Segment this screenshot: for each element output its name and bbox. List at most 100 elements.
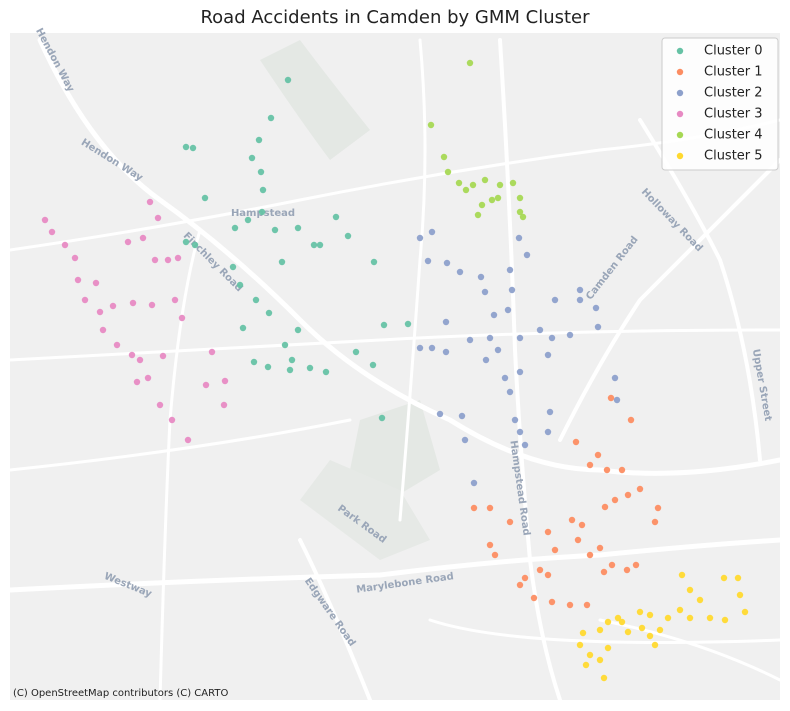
point xyxy=(486,504,494,512)
point xyxy=(182,238,190,246)
point xyxy=(239,324,247,332)
point xyxy=(627,416,635,424)
point xyxy=(286,366,294,374)
point xyxy=(516,581,524,589)
point xyxy=(466,336,474,344)
point xyxy=(424,257,432,265)
point xyxy=(477,273,485,281)
point xyxy=(352,348,360,356)
point xyxy=(322,368,330,376)
point xyxy=(440,153,448,161)
legend-label: Cluster 3 xyxy=(704,107,763,122)
point xyxy=(576,641,584,649)
point xyxy=(164,256,172,264)
point xyxy=(596,626,604,634)
point xyxy=(470,504,478,512)
point xyxy=(248,154,256,162)
point xyxy=(96,308,104,316)
point xyxy=(168,416,176,424)
point xyxy=(516,368,524,376)
point xyxy=(267,114,275,122)
point xyxy=(506,518,514,526)
point xyxy=(184,436,192,444)
point xyxy=(306,364,314,372)
point xyxy=(316,241,324,249)
basemap xyxy=(10,33,780,700)
point xyxy=(516,428,524,436)
legend-marker xyxy=(676,110,684,118)
legend-label: Cluster 4 xyxy=(704,128,763,143)
point xyxy=(156,401,164,409)
point xyxy=(469,181,477,189)
point xyxy=(310,241,318,249)
point xyxy=(284,76,292,84)
point xyxy=(294,224,302,232)
point xyxy=(686,586,694,594)
point xyxy=(596,656,604,664)
point xyxy=(174,254,182,262)
point xyxy=(594,451,602,459)
point xyxy=(546,408,554,416)
point xyxy=(490,311,498,319)
point xyxy=(220,401,228,409)
point xyxy=(544,428,552,436)
point xyxy=(579,629,587,637)
point xyxy=(614,614,622,622)
point xyxy=(148,301,156,309)
point xyxy=(623,566,631,574)
point xyxy=(191,241,199,249)
point xyxy=(92,279,100,287)
point xyxy=(516,208,524,216)
point xyxy=(332,213,340,221)
point xyxy=(664,614,672,622)
point xyxy=(611,496,619,504)
point xyxy=(607,394,615,402)
point xyxy=(576,286,584,294)
point xyxy=(416,234,424,242)
point xyxy=(128,351,136,359)
point xyxy=(501,374,509,382)
point xyxy=(509,179,517,187)
point xyxy=(113,341,121,349)
point xyxy=(511,416,519,424)
point xyxy=(586,651,594,659)
point xyxy=(624,491,632,499)
point xyxy=(442,318,450,326)
point xyxy=(369,361,377,369)
point xyxy=(536,326,544,334)
point xyxy=(486,334,494,342)
point xyxy=(600,568,608,576)
point xyxy=(568,516,576,524)
point xyxy=(124,238,132,246)
point xyxy=(604,644,612,652)
point xyxy=(521,574,529,582)
point xyxy=(416,344,424,352)
point xyxy=(182,143,190,151)
point xyxy=(41,216,49,224)
point xyxy=(99,326,107,334)
point xyxy=(734,574,742,582)
point xyxy=(544,528,552,536)
point xyxy=(281,341,289,349)
legend-label: Cluster 5 xyxy=(704,149,763,164)
point xyxy=(486,541,494,549)
point xyxy=(264,363,272,371)
point xyxy=(151,256,159,264)
point xyxy=(508,286,516,294)
point xyxy=(294,326,302,334)
point xyxy=(231,224,239,232)
point xyxy=(436,410,444,418)
point xyxy=(470,479,478,487)
legend-marker xyxy=(676,68,684,76)
point xyxy=(618,466,626,474)
point xyxy=(656,626,664,634)
point xyxy=(548,334,556,342)
point xyxy=(611,374,619,382)
point xyxy=(566,601,574,609)
point xyxy=(265,309,273,317)
point xyxy=(481,288,489,296)
point xyxy=(592,304,600,312)
point xyxy=(686,614,694,622)
point xyxy=(566,331,574,339)
